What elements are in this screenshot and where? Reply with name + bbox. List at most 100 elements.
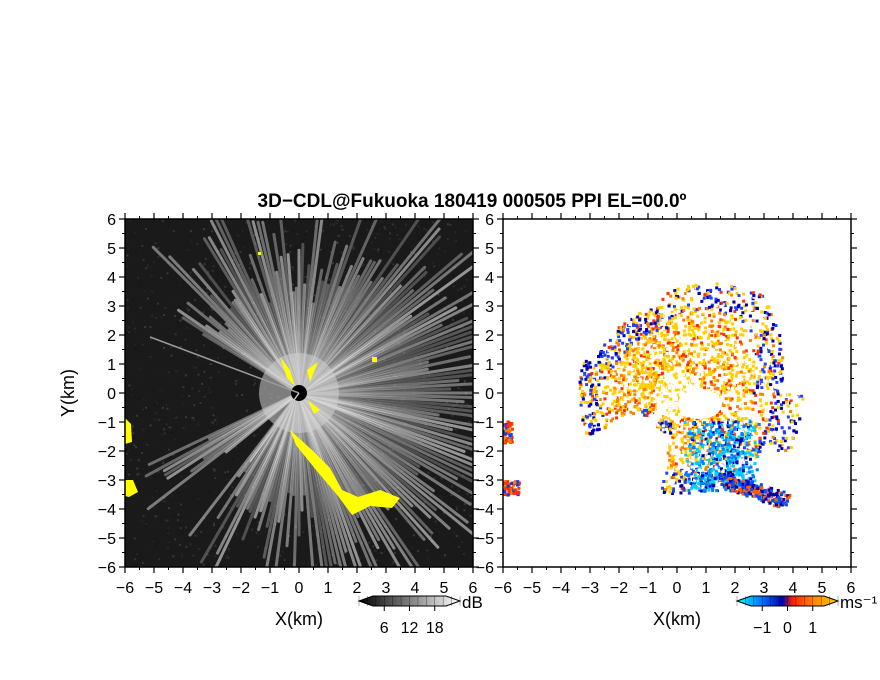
velocity-pixel [673, 307, 677, 311]
velocity-pixel [680, 487, 684, 491]
velocity-pixel [658, 390, 662, 394]
velocity-pixel [772, 373, 776, 377]
velocity-pixel [584, 359, 588, 363]
velocity-pixel [763, 430, 767, 434]
velocity-pixel [581, 397, 585, 401]
noise-pixel [314, 281, 317, 284]
velocity-pixel [614, 420, 618, 424]
velocity-pixel [648, 353, 652, 357]
velocity-pixel [700, 439, 704, 443]
noise-pixel [180, 552, 183, 555]
velocity-pixel [619, 406, 623, 410]
velocity-pixel [659, 393, 663, 397]
velocity-pixel [673, 418, 677, 422]
noise-pixel [127, 449, 130, 452]
noise-pixel [149, 266, 152, 269]
noise-pixel [152, 278, 155, 281]
velocity-pixel [748, 377, 752, 381]
strong-echo [258, 252, 261, 255]
noise-pixel [146, 532, 149, 535]
velocity-pixel [673, 343, 677, 347]
noise-pixel [377, 248, 380, 251]
velocity-pixel [660, 364, 664, 368]
velocity-pixel [722, 337, 726, 341]
velocity-pixel [677, 324, 681, 328]
noise-pixel [362, 264, 365, 267]
velocity-pixel [669, 422, 673, 426]
noise-pixel [244, 512, 247, 515]
velocity-pixel [742, 386, 746, 390]
velocity-pixel [598, 398, 602, 402]
x-tick-label: −6 [116, 580, 134, 597]
velocity-pixel [680, 475, 684, 479]
velocity-pixel [618, 339, 622, 343]
noise-pixel [174, 258, 177, 261]
velocity-pixel [648, 349, 652, 353]
velocity-pixel [718, 462, 722, 466]
velocity-pixel [656, 393, 660, 397]
velocity-pixel [733, 356, 737, 360]
velocity-pixel [695, 287, 699, 291]
reflectivity-y-axis-label: Y(km) [58, 369, 78, 417]
noise-pixel [426, 229, 429, 232]
velocity-pixel [700, 383, 704, 387]
noise-pixel [253, 432, 256, 435]
velocity-pixel [750, 323, 754, 327]
noise-pixel [151, 525, 154, 528]
velocity-pixel [672, 454, 676, 458]
velocity-pixel [716, 379, 720, 383]
noise-pixel [232, 259, 235, 262]
velocity-pixel [650, 398, 654, 402]
velocity-pixel [632, 335, 636, 339]
velocity-pixel [717, 353, 721, 357]
velocity-pixel [620, 387, 624, 391]
y-tick-label: 4 [107, 270, 116, 287]
velocity-pixel [603, 397, 607, 401]
velocity-pixel [742, 394, 746, 398]
noise-pixel [157, 247, 160, 250]
velocity-pixel [587, 373, 591, 377]
velocity-pixel [766, 386, 770, 390]
velocity-pixel [641, 363, 645, 367]
velocity-pixel [765, 379, 769, 383]
velocity-pixel [623, 355, 627, 359]
velocity-pixel [605, 412, 609, 416]
velocity-pixel [742, 379, 746, 383]
noise-pixel [465, 278, 468, 281]
velocity-pixel [588, 413, 592, 417]
noise-pixel [126, 398, 129, 401]
noise-pixel [186, 307, 189, 310]
velocity-pixel [633, 393, 637, 397]
velocity-pixel [661, 397, 665, 401]
velocity-pixel [774, 355, 778, 359]
velocity-pixel [635, 395, 639, 399]
velocity-pixel [587, 431, 591, 435]
velocity-pixel [699, 429, 703, 433]
noise-pixel [196, 356, 199, 359]
velocity-pixel [611, 373, 615, 377]
velocity-pixel [749, 444, 753, 448]
velocity-pixel [688, 461, 692, 465]
velocity-pixel [635, 333, 639, 337]
velocity-pixel [654, 325, 658, 329]
noise-pixel [146, 544, 149, 547]
noise-pixel [212, 468, 215, 471]
velocity-pixel [716, 330, 720, 334]
velocity-pixel [681, 446, 685, 450]
velocity-pixel [615, 398, 619, 402]
velocity-pixel [720, 332, 724, 336]
velocity-pixel [673, 385, 677, 389]
noise-pixel [400, 229, 403, 232]
noise-pixel [343, 551, 346, 554]
velocity-pixel [652, 338, 656, 342]
velocity-pixel [779, 369, 783, 373]
noise-pixel [125, 223, 128, 226]
velocity-pixel [682, 486, 686, 490]
velocity-pixel [785, 436, 789, 440]
noise-pixel [197, 497, 200, 500]
velocity-pixel [605, 357, 609, 361]
velocity-pixel [588, 379, 592, 383]
noise-pixel [291, 266, 294, 269]
velocity-pixel [683, 435, 687, 439]
velocity-pixel [675, 407, 679, 411]
